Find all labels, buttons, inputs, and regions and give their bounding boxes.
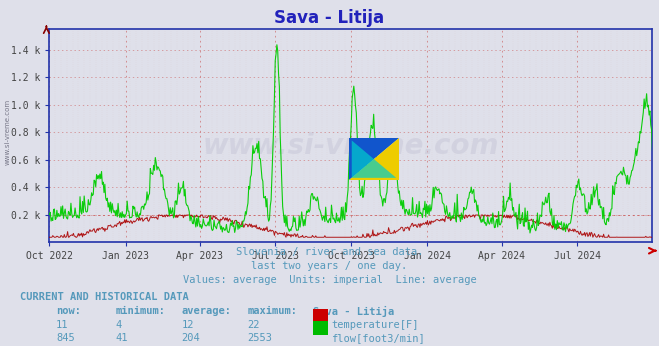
Text: 11: 11 <box>56 320 69 330</box>
Text: 12: 12 <box>181 320 194 330</box>
Text: maximum:: maximum: <box>247 306 297 316</box>
Polygon shape <box>352 140 396 178</box>
Text: CURRENT AND HISTORICAL DATA: CURRENT AND HISTORICAL DATA <box>20 292 188 302</box>
Polygon shape <box>349 138 399 180</box>
Text: Values: average  Units: imperial  Line: average: Values: average Units: imperial Line: av… <box>183 275 476 285</box>
Text: 41: 41 <box>115 333 128 343</box>
Text: 204: 204 <box>181 333 200 343</box>
Text: average:: average: <box>181 306 231 316</box>
Text: Sava - Litija: Sava - Litija <box>313 306 394 317</box>
Text: Slovenia / river and sea data.: Slovenia / river and sea data. <box>236 247 423 257</box>
Text: temperature[F]: temperature[F] <box>331 320 419 330</box>
Text: last two years / one day.: last two years / one day. <box>251 261 408 271</box>
Text: flow[foot3/min]: flow[foot3/min] <box>331 333 425 343</box>
Text: minimum:: minimum: <box>115 306 165 316</box>
Text: 845: 845 <box>56 333 74 343</box>
Text: now:: now: <box>56 306 81 316</box>
Text: 22: 22 <box>247 320 260 330</box>
Text: www.si-vreme.com: www.si-vreme.com <box>203 133 499 161</box>
Text: 2553: 2553 <box>247 333 272 343</box>
Polygon shape <box>349 138 399 180</box>
Text: 4: 4 <box>115 320 121 330</box>
Text: Sava - Litija: Sava - Litija <box>274 9 385 27</box>
Text: www.si-vreme.com: www.si-vreme.com <box>5 98 11 165</box>
